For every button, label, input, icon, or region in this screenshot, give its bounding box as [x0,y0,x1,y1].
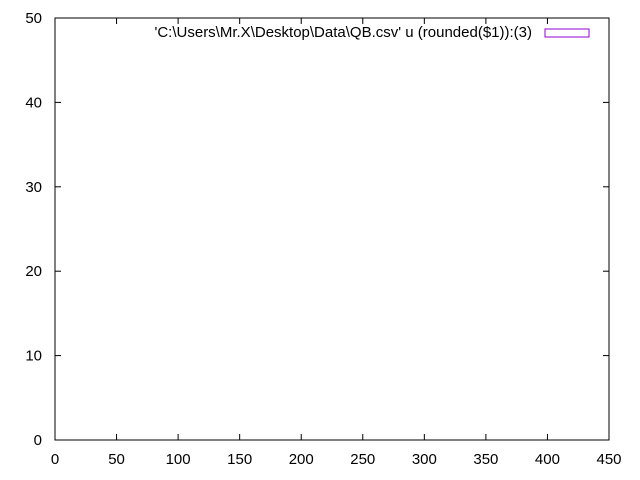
x-tick-label: 250 [350,451,375,468]
y-tick-label: 20 [25,263,42,280]
y-tick-label: 10 [25,348,42,365]
y-tick-label: 0 [34,432,42,449]
y-axis-ticks: 0 10 20 30 40 50 [25,10,609,449]
x-tick-label: 450 [596,451,621,468]
x-tick-label: 50 [108,451,125,468]
legend-series-label: 'C:\Users\Mr.X\Desktop\Data\QB.csv' u (r… [154,24,532,41]
y-tick-label: 30 [25,179,42,196]
x-tick-label: 200 [289,451,314,468]
x-axis-ticks: 0 50 100 150 200 250 300 350 400 450 [51,18,622,468]
legend-series-swatch [544,28,590,38]
y-tick-label: 50 [25,10,42,27]
y-tick-label: 40 [25,94,42,111]
legend: 'C:\Users\Mr.X\Desktop\Data\QB.csv' u (r… [154,24,590,41]
x-tick-label: 300 [412,451,437,468]
x-tick-label: 400 [535,451,560,468]
plot-frame [54,17,610,441]
x-tick-label: 0 [51,451,59,468]
x-tick-label: 150 [227,451,252,468]
x-tick-label: 100 [166,451,191,468]
plot-border [54,17,610,441]
x-tick-label: 350 [473,451,498,468]
